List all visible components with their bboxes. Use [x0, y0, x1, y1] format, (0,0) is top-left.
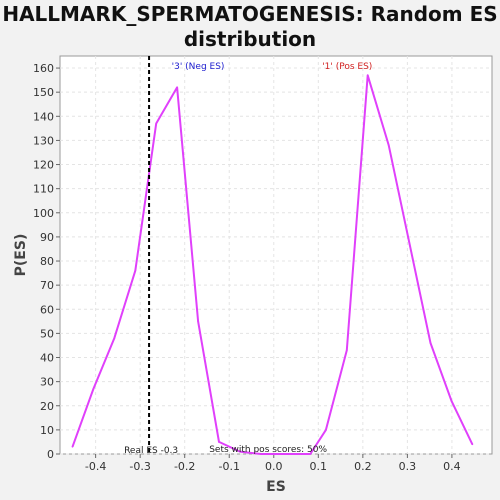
x-tick-label: -0.2: [174, 460, 195, 473]
x-tick-label: -0.4: [85, 460, 106, 473]
data-point: [309, 453, 312, 455]
plot-area: [59, 55, 493, 455]
x-tick-label: -0.3: [129, 460, 150, 473]
y-tick-label: 30: [40, 376, 54, 389]
data-point: [301, 453, 304, 455]
y-tick-label: 0: [47, 448, 54, 461]
y-tick-label: 40: [40, 352, 54, 365]
y-tick-label: 120: [33, 159, 54, 172]
chart-title-line2: distribution: [183, 27, 317, 51]
grid-lines: [60, 56, 492, 455]
neg-es-annotation: '3' (Neg ES): [172, 62, 225, 72]
data-point: [92, 388, 95, 390]
data-point: [429, 342, 432, 344]
data-point: [134, 269, 137, 272]
chart-title-line1: HALLMARK_SPERMATOGENESIS: Random ES: [2, 2, 498, 26]
y-axis-ticks: 0 10 20 30 40 50 60 70 80 90 100 110 120 130 140 150 160: [33, 62, 60, 461]
real-es-annotation: Real ES -0.3: [124, 446, 178, 456]
data-point: [450, 400, 453, 402]
y-tick-label: 150: [33, 86, 54, 99]
y-tick-label: 10: [40, 424, 54, 437]
x-tick-label: 0.2: [354, 460, 372, 473]
data-point: [218, 441, 220, 443]
data-point: [387, 144, 390, 147]
y-tick-label: 20: [40, 400, 54, 413]
data-point: [280, 453, 283, 455]
data-point: [408, 243, 411, 245]
data-point: [346, 349, 348, 352]
x-tick-label: 0.3: [399, 460, 417, 473]
sets-pos-scores-annotation: Sets with pos scores: 50%: [209, 445, 327, 455]
data-point: [260, 453, 262, 455]
x-axis-ticks: -0.4 -0.3 -0.2 -0.1 0.0 0.1 0.2 0.3 0.4: [85, 454, 461, 473]
data-point: [197, 320, 199, 323]
data-point: [71, 445, 74, 448]
data-points: [71, 74, 474, 455]
y-tick-label: 80: [40, 255, 54, 268]
x-tick-label: -0.1: [219, 460, 240, 473]
x-tick-label: 0.0: [265, 460, 283, 473]
y-tick-label: 60: [40, 303, 54, 316]
y-tick-label: 130: [33, 134, 54, 147]
y-tick-label: 70: [40, 279, 54, 292]
y-tick-label: 110: [33, 183, 54, 196]
y-tick-label: 140: [33, 110, 54, 123]
y-axis-label: P(ES): [13, 234, 29, 277]
x-tick-label: 0.1: [310, 460, 328, 473]
data-point: [176, 86, 178, 89]
data-point: [239, 450, 241, 453]
y-tick-label: 50: [40, 327, 54, 340]
y-tick-label: 100: [33, 207, 54, 220]
data-point: [325, 429, 327, 431]
x-tick-label: 0.4: [443, 460, 461, 473]
y-tick-label: 90: [40, 231, 54, 244]
data-point: [366, 74, 369, 77]
y-tick-label: 160: [33, 62, 54, 75]
data-point: [471, 443, 474, 446]
pos-es-annotation: '1' (Pos ES): [322, 62, 372, 72]
data-point: [155, 122, 157, 125]
x-axis-label: ES: [266, 479, 286, 495]
data-point: [113, 337, 116, 340]
chart-title: HALLMARK_SPERMATOGENESIS: Random ES dist…: [0, 2, 500, 52]
